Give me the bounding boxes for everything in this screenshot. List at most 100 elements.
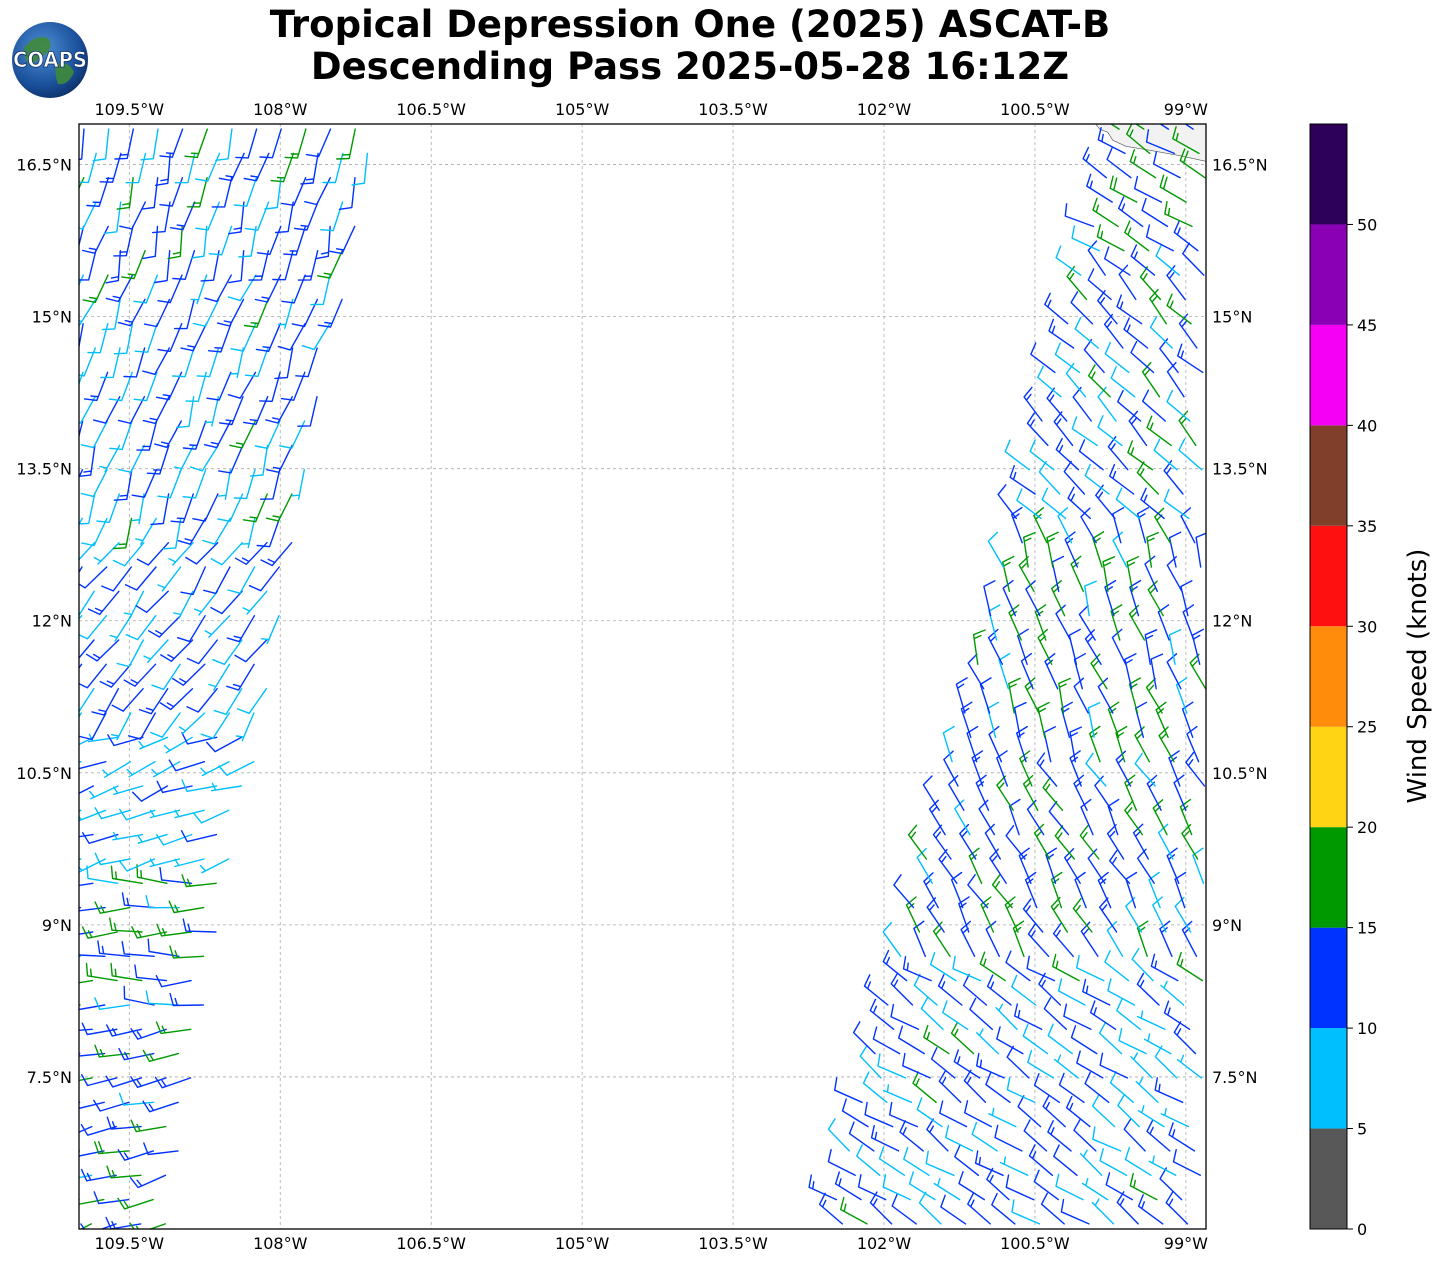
wind-barb [988, 604, 1001, 641]
wind-barb [301, 323, 331, 351]
wind-barb [322, 152, 344, 184]
wind-barb [1058, 1072, 1085, 1103]
wind-barb [953, 1049, 981, 1079]
wind-barb [1137, 1194, 1164, 1225]
wind-barb [145, 895, 180, 909]
wind-barb [101, 298, 121, 331]
wind-barb [106, 1165, 142, 1179]
wind-barb [94, 807, 131, 820]
wind-barb [170, 493, 194, 523]
wind-barb [997, 484, 1017, 520]
wind-barb [182, 469, 207, 499]
wind-barb [872, 1026, 901, 1055]
wind-barb [79, 809, 107, 822]
wind-barb [135, 517, 157, 545]
wind-barb [1064, 848, 1081, 884]
wind-barb [1079, 825, 1100, 860]
wind-barb [92, 396, 121, 424]
wind-barb [1080, 798, 1094, 836]
wind-barb [295, 347, 318, 378]
wind-barb [1086, 173, 1113, 203]
wind-barb [97, 940, 131, 957]
wind-barb [79, 1028, 93, 1032]
wind-barb [1116, 294, 1143, 325]
wind-barb [1097, 415, 1123, 447]
wind-barb [1043, 726, 1056, 763]
wind-barb [79, 1052, 106, 1057]
wind-barb [1005, 950, 1031, 982]
wind-barb [1058, 677, 1071, 714]
lat-tick-left-1: 15°N [32, 308, 72, 327]
wind-barb [1080, 1149, 1103, 1176]
wind-barb [254, 420, 281, 449]
wind-barb [127, 712, 156, 740]
title-line-1: Tropical Depression One (2025) ASCAT-B [269, 3, 1111, 46]
wind-barb [200, 761, 230, 777]
wind-barb [146, 444, 170, 475]
wind-barb [89, 785, 119, 800]
wind-barb [79, 712, 82, 718]
wind-barb [986, 974, 1012, 1006]
wind-barb [878, 1146, 906, 1176]
title-line-2: Descending Pass 2025-05-28 16:12Z [310, 45, 1070, 88]
wind-barb [79, 979, 94, 984]
wind-barb [1166, 653, 1182, 690]
wind-barb [1178, 313, 1198, 349]
wind-barb [121, 941, 155, 957]
lon-tick-top-2: 106.5°W [396, 100, 466, 119]
wind-barb [918, 1191, 942, 1225]
wind-barb [929, 952, 957, 982]
wind-barb [1023, 1119, 1048, 1152]
wind-barb [1064, 203, 1095, 228]
wind-barb [186, 639, 218, 665]
wind-barb [79, 152, 97, 184]
wind-barb [114, 128, 134, 160]
wind-barb [159, 128, 184, 158]
wind-barb [840, 1196, 868, 1225]
wind-barb [248, 566, 280, 592]
wind-barb [1166, 265, 1186, 301]
wind-barb [79, 639, 95, 659]
wind-barb [100, 347, 121, 379]
wind-barb [284, 128, 307, 159]
wind-barb [151, 761, 181, 778]
wind-barb [890, 972, 914, 1006]
wind-barb [234, 639, 268, 663]
wind-barb [1181, 920, 1198, 957]
wind-barb [119, 201, 146, 230]
wind-barb [1047, 1023, 1073, 1055]
wind-barb [978, 799, 996, 836]
wind-barb [210, 782, 242, 792]
chart-title: Tropical Depression One (2025) ASCAT-B D… [0, 4, 1380, 88]
wind-barb [848, 1121, 875, 1152]
wind-barb [135, 590, 169, 613]
wind-barb [123, 663, 157, 687]
wind-barb [149, 809, 181, 819]
wind-barb [113, 469, 133, 501]
wind-barb [117, 298, 146, 327]
wind-barb [79, 906, 106, 912]
wind-barb [841, 1098, 869, 1128]
wind-barb [1152, 896, 1167, 933]
lat-tick-left-4: 10.5°N [16, 764, 72, 783]
wind-barb [151, 201, 171, 234]
wind-barb [180, 323, 208, 352]
wind-barb [190, 225, 208, 259]
wind-barb [1055, 1173, 1084, 1201]
wind-barb [182, 918, 217, 933]
wind-barb [996, 1026, 1024, 1055]
wind-barb [1124, 1147, 1152, 1176]
wind-barb [958, 1171, 985, 1201]
wind-barb [94, 901, 131, 914]
wind-barb [79, 566, 83, 574]
wind-barb [118, 1047, 155, 1061]
wind-barb [967, 874, 989, 909]
wind-barb [181, 779, 218, 792]
wind-barb [218, 444, 244, 474]
colorbar-segment-8 [1310, 324, 1347, 426]
wind-barb [1002, 579, 1016, 617]
wind-barb [998, 652, 1011, 690]
wind-barb [150, 493, 170, 526]
wind-barb [1137, 1105, 1165, 1128]
wind-barb [916, 1097, 943, 1128]
